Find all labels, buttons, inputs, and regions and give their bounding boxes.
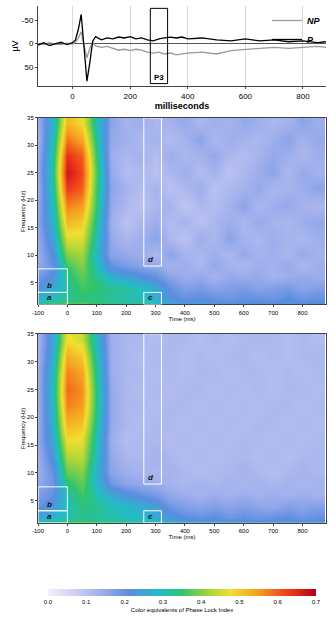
svg-text:600: 600 <box>239 528 250 534</box>
svg-text:0: 0 <box>66 528 70 534</box>
svg-text:20: 20 <box>27 197 34 203</box>
svg-text:5: 5 <box>30 498 34 504</box>
svg-text:15: 15 <box>27 225 34 231</box>
svg-text:0.4: 0.4 <box>197 599 206 605</box>
svg-text:0.6: 0.6 <box>274 599 283 605</box>
svg-text:b: b <box>47 500 52 509</box>
svg-text:0.3: 0.3 <box>159 599 168 605</box>
svg-text:0: 0 <box>66 310 70 316</box>
svg-text:400: 400 <box>181 92 195 101</box>
svg-text:300: 300 <box>151 310 162 316</box>
svg-text:400: 400 <box>180 528 191 534</box>
svg-text:25: 25 <box>27 387 34 393</box>
svg-text:300: 300 <box>151 528 162 534</box>
svg-text:0.1: 0.1 <box>82 599 91 605</box>
svg-text:0: 0 <box>70 92 75 101</box>
svg-text:Color equivalents of Phase Loc: Color equivalents of Phase Lock Index <box>131 607 233 613</box>
svg-text:c: c <box>148 512 153 521</box>
svg-text:200: 200 <box>121 528 132 534</box>
svg-text:100: 100 <box>92 528 103 534</box>
svg-text:P: P <box>307 35 314 45</box>
svg-text:500: 500 <box>209 528 220 534</box>
svg-text:d: d <box>148 255 154 264</box>
svg-text:15: 15 <box>27 442 34 448</box>
svg-text:20: 20 <box>27 414 34 420</box>
svg-text:0.0: 0.0 <box>44 599 53 605</box>
svg-text:0.7: 0.7 <box>312 599 321 605</box>
svg-text:Time (ms): Time (ms) <box>169 534 196 540</box>
svg-text:50: 50 <box>24 63 33 72</box>
svg-text:100: 100 <box>92 310 103 316</box>
svg-text:200: 200 <box>123 92 137 101</box>
svg-text:30: 30 <box>27 142 34 148</box>
svg-text:P3: P3 <box>154 73 164 82</box>
svg-text:800: 800 <box>297 310 308 316</box>
svg-text:0.5: 0.5 <box>235 599 244 605</box>
svg-text:400: 400 <box>180 310 191 316</box>
svg-text:milliseconds: milliseconds <box>155 101 210 111</box>
svg-text:200: 200 <box>121 310 132 316</box>
svg-text:µV: µV <box>10 40 20 51</box>
svg-text:0.2: 0.2 <box>120 599 129 605</box>
svg-text:600: 600 <box>239 310 250 316</box>
svg-text:-50: -50 <box>22 16 34 25</box>
svg-text:35: 35 <box>27 331 34 337</box>
svg-text:c: c <box>148 293 153 302</box>
svg-text:600: 600 <box>239 92 253 101</box>
svg-text:a: a <box>47 293 52 302</box>
svg-text:700: 700 <box>268 528 279 534</box>
svg-text:b: b <box>47 281 52 290</box>
svg-text:25: 25 <box>27 170 34 176</box>
svg-text:Frequency (Hz): Frequency (Hz) <box>20 191 26 232</box>
svg-text:d: d <box>148 473 154 482</box>
svg-text:-100: -100 <box>32 310 45 316</box>
svg-text:0: 0 <box>29 39 34 48</box>
svg-text:10: 10 <box>27 470 34 476</box>
svg-text:NP: NP <box>307 16 320 26</box>
svg-text:a: a <box>47 512 52 521</box>
svg-text:Time (ms): Time (ms) <box>169 316 196 322</box>
svg-text:10: 10 <box>27 252 34 258</box>
svg-text:30: 30 <box>27 359 34 365</box>
svg-text:800: 800 <box>296 92 310 101</box>
svg-text:500: 500 <box>209 310 220 316</box>
svg-text:-100: -100 <box>32 528 45 534</box>
svg-text:Frequency (Hz): Frequency (Hz) <box>20 408 26 449</box>
svg-text:800: 800 <box>297 528 308 534</box>
svg-text:700: 700 <box>268 310 279 316</box>
svg-text:35: 35 <box>27 115 34 121</box>
svg-text:5: 5 <box>30 280 34 286</box>
